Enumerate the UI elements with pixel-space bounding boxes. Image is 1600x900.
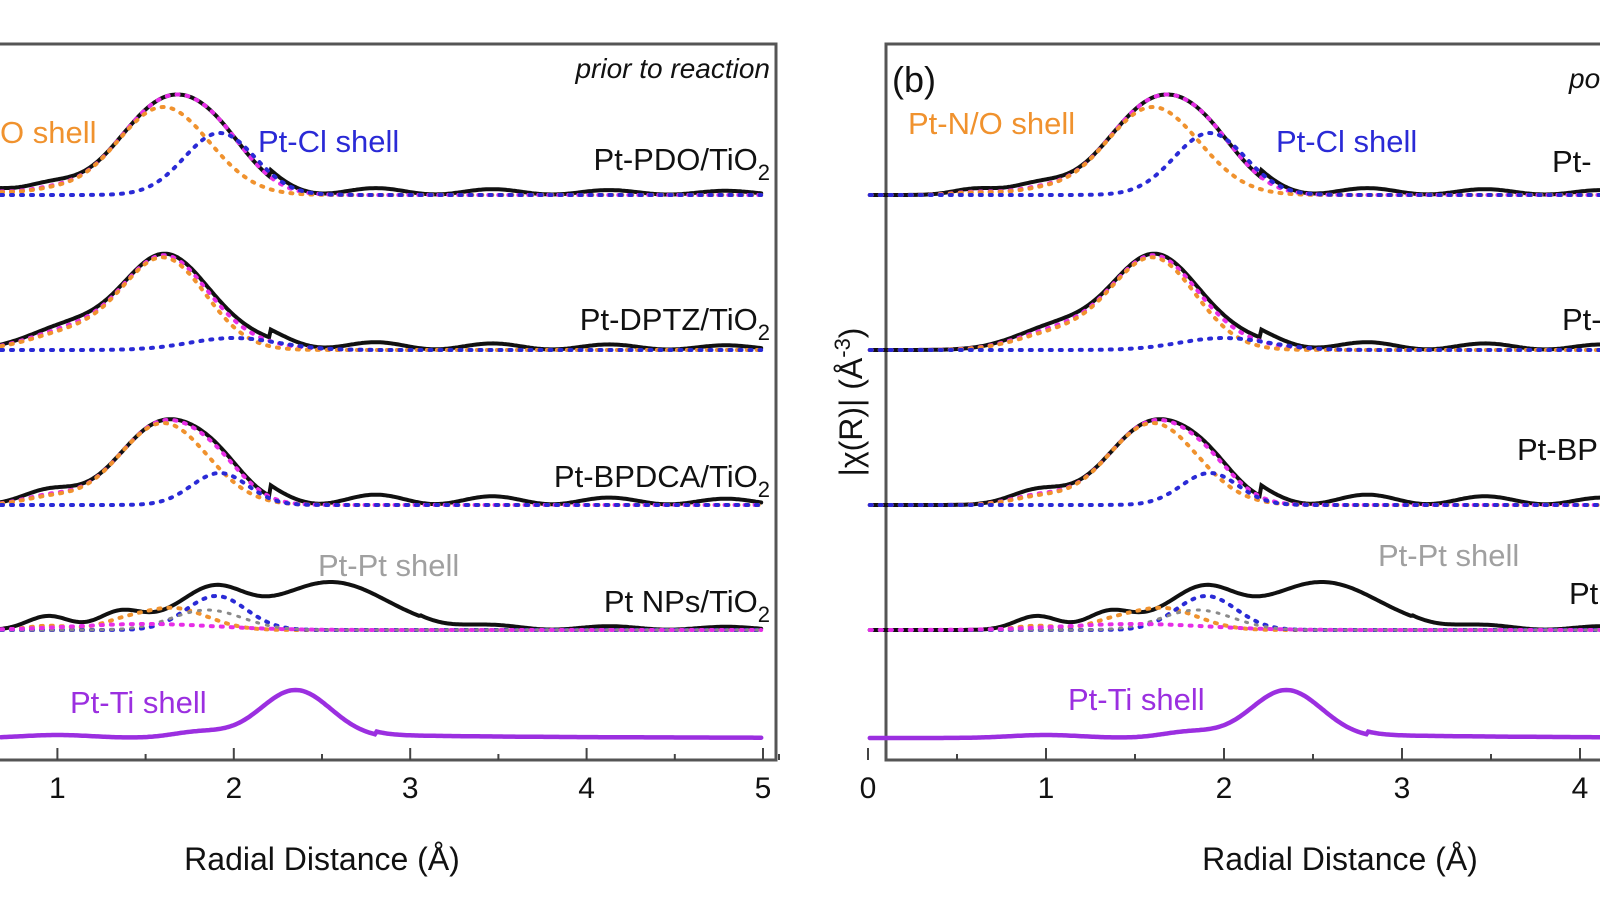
panel-b-trace-3-data xyxy=(867,417,1600,507)
sample-label-b-1: Pt- xyxy=(1552,144,1592,179)
panel-b-x-ticks: 0 1 2 3 4 xyxy=(778,748,1589,805)
sample-label-b-3: Pt-BP xyxy=(1517,432,1598,467)
panel-b-tick-label: 1 xyxy=(1038,772,1055,805)
shell-label-b-pt-pt: Pt-Pt shell xyxy=(1378,538,1519,573)
shell-label-pt-ti: Pt-Ti shell xyxy=(70,685,207,720)
panel-b-curves xyxy=(867,92,1600,741)
panel-a-trace-3-data xyxy=(0,417,764,507)
shell-label-pt-cl: Pt-Cl shell xyxy=(258,124,399,159)
panel-b-tick-label: 0 xyxy=(860,772,877,805)
panel-a-tick-label: 2 xyxy=(225,772,242,805)
panel-a: 1 2 3 4 5 prior to reaction Pt-PDO/TiO2 Pt-D… xyxy=(0,42,778,877)
panel-b-trace-2-n-o xyxy=(867,255,1600,352)
sample-label-bpdca: Pt-BPDCA/TiO2 xyxy=(554,459,770,502)
panel-b-trace-2-data xyxy=(867,251,1600,352)
panel-b-letter: (b) xyxy=(892,59,936,100)
panel-a-tick-label: 3 xyxy=(402,772,419,805)
panel-b-y-title: |χ(R)| (Å-3) xyxy=(830,328,869,477)
panel-b-trace-4-fit xyxy=(867,622,1600,632)
panel-b-frame xyxy=(884,42,1600,762)
sample-label-pdo: Pt-PDO/TiO2 xyxy=(594,142,770,185)
panel-a-trace-4-fit xyxy=(0,622,764,632)
panel-b-trace-3-fit xyxy=(867,417,1600,507)
shell-label-n-o: O shell xyxy=(0,115,96,150)
sample-label-b-2: Pt-D xyxy=(1562,302,1600,337)
shell-label-b-pt-ti: Pt-Ti shell xyxy=(1068,682,1205,717)
panel-a-condition: prior to reaction xyxy=(574,53,770,84)
panel-b-tick-label: 2 xyxy=(1216,772,1233,805)
panel-b-x-title: Radial Distance (Å) xyxy=(1202,841,1478,877)
panel-b-tick-label: 4 xyxy=(1572,772,1589,805)
panel-b-trace-1-data xyxy=(867,92,1600,197)
panel-b-trace-5-pt-ti xyxy=(867,687,1600,741)
panel-a-tick-label: 1 xyxy=(49,772,66,805)
shell-label-pt-pt: Pt-Pt shell xyxy=(318,548,459,583)
panel-a-frame xyxy=(0,42,778,762)
panel-a-curves xyxy=(0,92,764,740)
panel-a-x-ticks: 1 2 3 4 5 xyxy=(49,748,771,805)
panel-a-trace-2-data xyxy=(0,251,764,352)
panel-b-trace-1-cl xyxy=(867,130,1600,197)
panel-b-trace-2-fit xyxy=(867,253,1600,352)
panel-b-trace-2-cl xyxy=(867,336,1600,352)
panel-b-trace-4-data xyxy=(867,580,1600,632)
panel-a-trace-4-data xyxy=(0,580,764,632)
panel-a-trace-1-cl xyxy=(0,130,764,197)
panel-b-tick-label: 3 xyxy=(1394,772,1411,805)
panel-a-tick-label: 5 xyxy=(755,772,772,805)
panel-b-condition: po xyxy=(1568,63,1600,94)
panel-b-trace-3-n-o xyxy=(867,420,1600,507)
sample-label-ptnps: Pt NPs/TiO2 xyxy=(604,584,770,627)
sample-label-b-4: Pt xyxy=(1569,576,1599,611)
panel-a-trace-2-cl xyxy=(0,336,764,352)
shell-label-b-pt-cl: Pt-Cl shell xyxy=(1276,124,1417,159)
panel-b: 0 1 2 3 4 (b) po Pt- Pt-D Pt-BP Pt Pt-N/O sh… xyxy=(778,42,1600,877)
panel-a-trace-5-pt-ti xyxy=(0,687,764,740)
panel-a-tick-label: 4 xyxy=(578,772,595,805)
panel-a-x-title: Radial Distance (Å) xyxy=(184,841,460,877)
shell-label-b-n-o: Pt-N/O shell xyxy=(908,106,1075,141)
panel-a-trace-3-cl xyxy=(0,470,764,507)
sample-label-dptz: Pt-DPTZ/TiO2 xyxy=(580,302,770,345)
